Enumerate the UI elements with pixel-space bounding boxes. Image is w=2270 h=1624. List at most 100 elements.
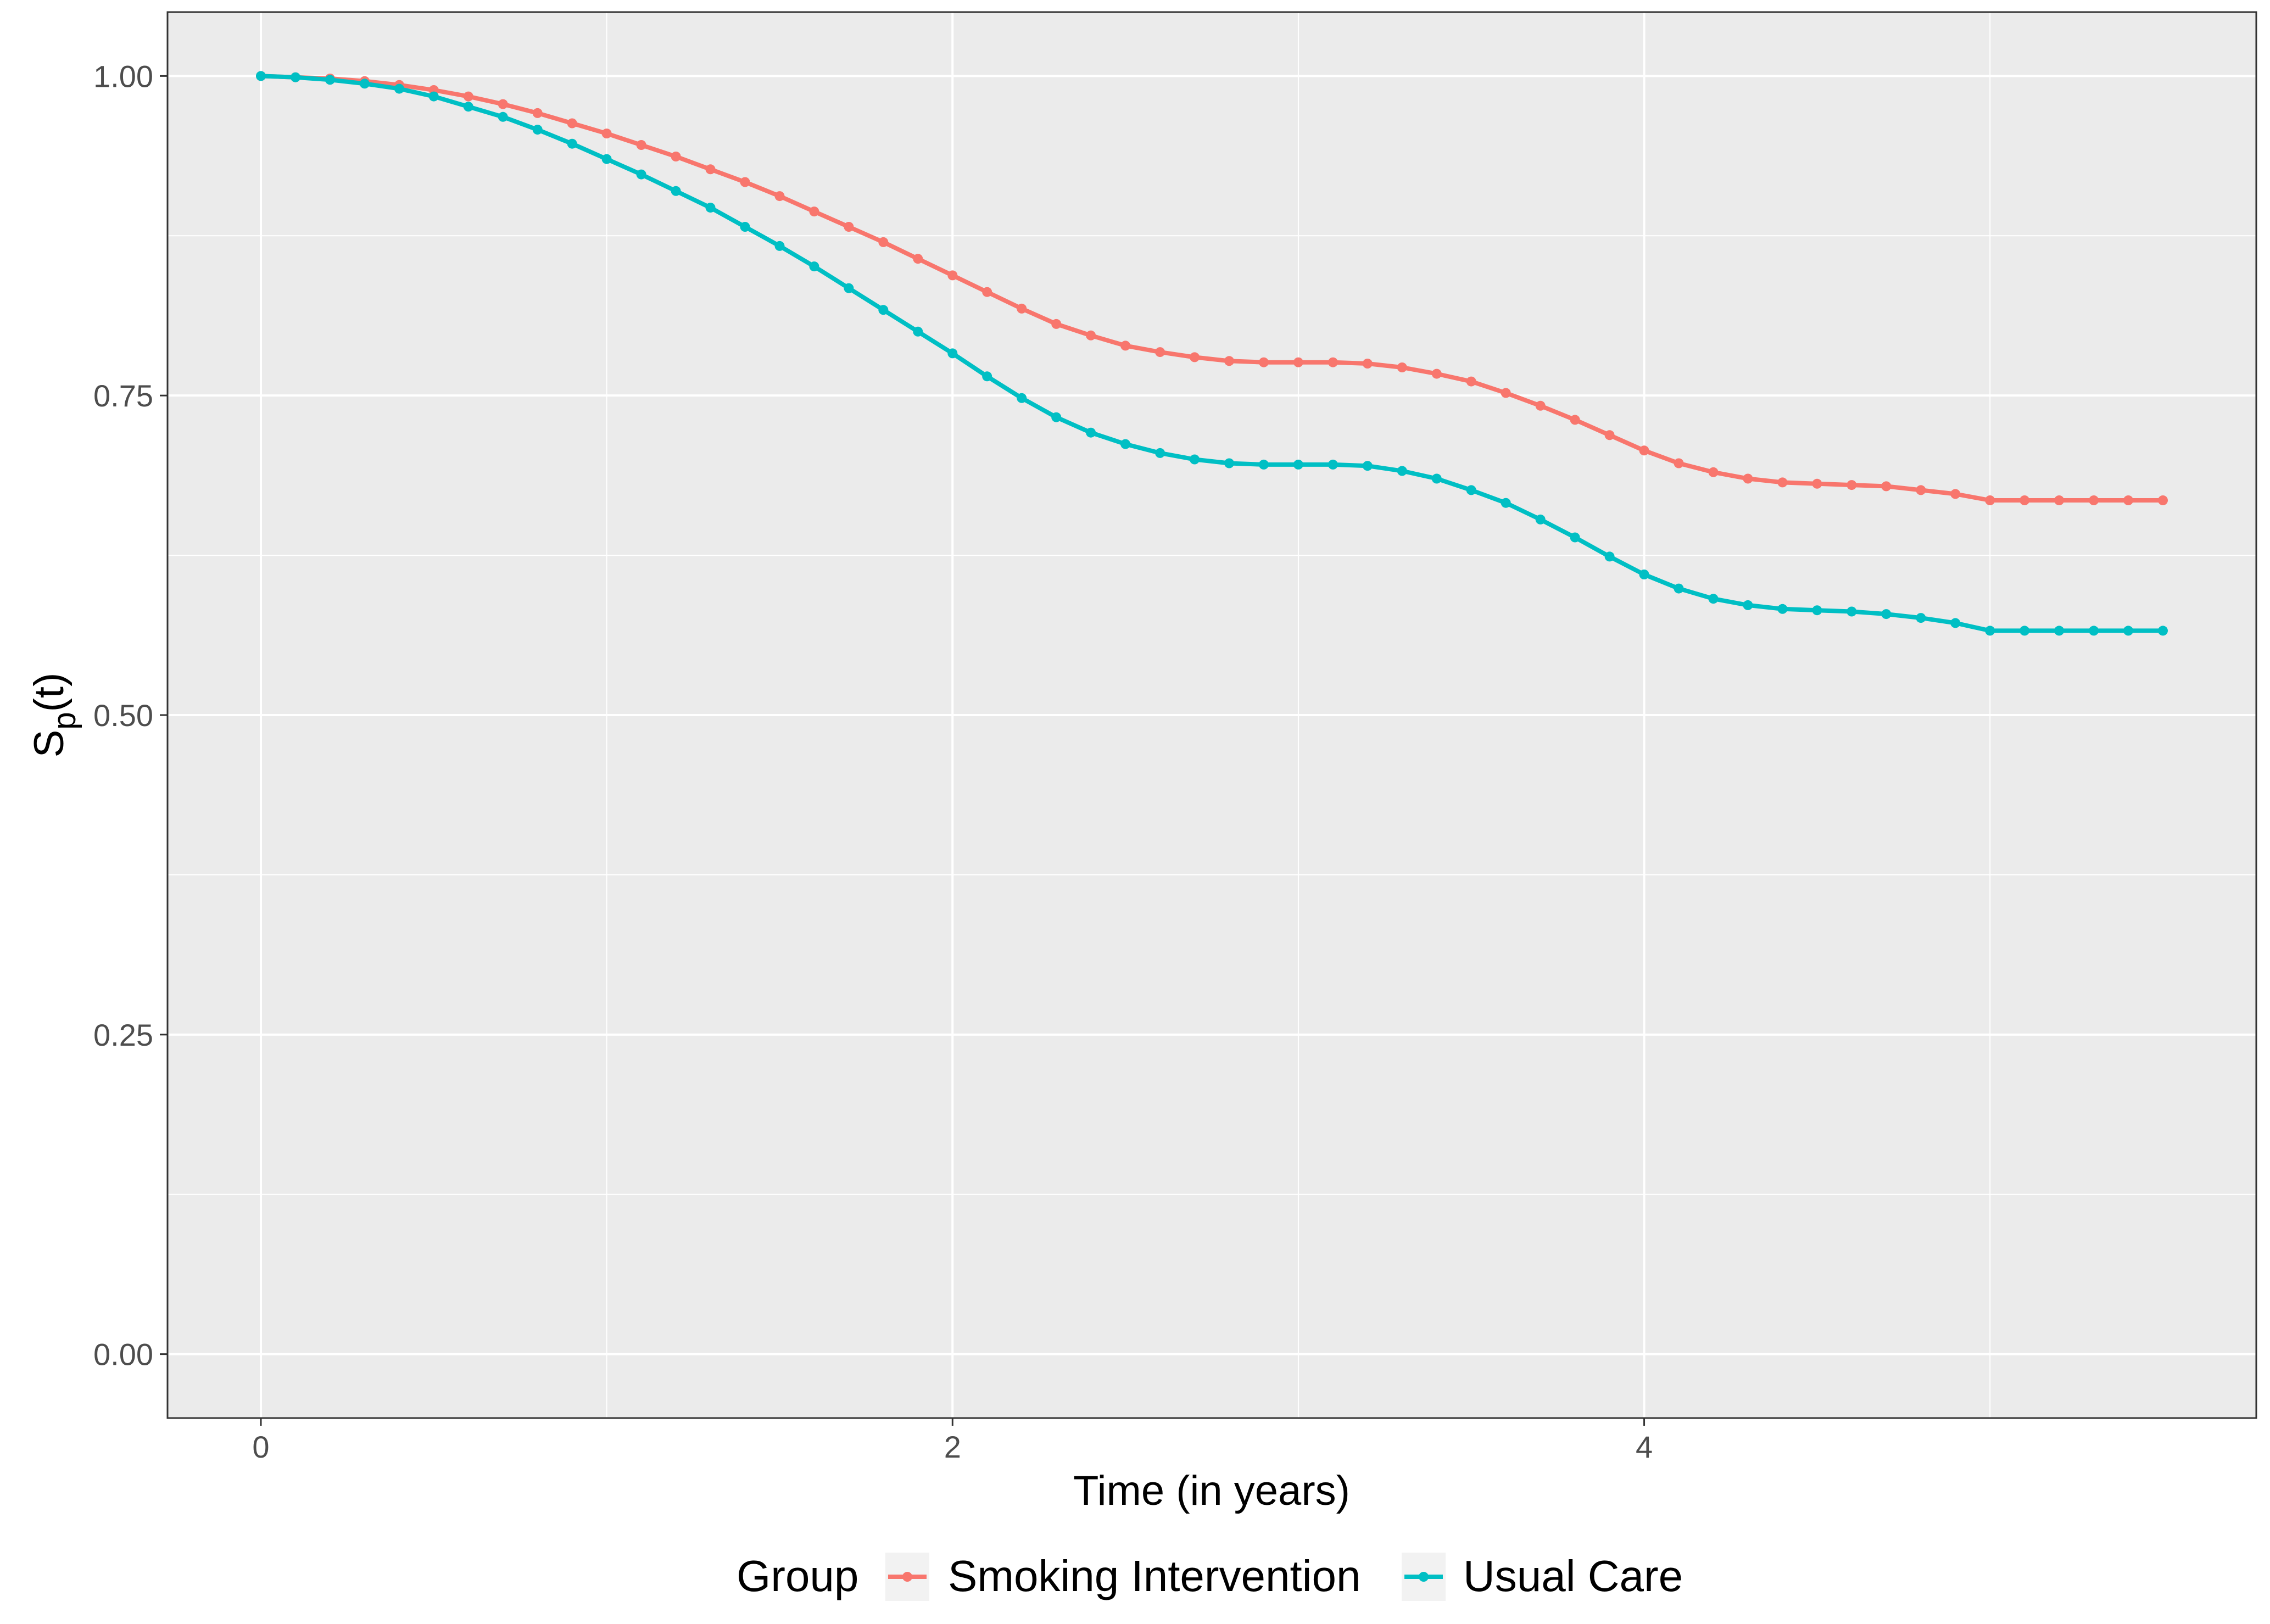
data-point-usual-care xyxy=(671,186,681,196)
data-point-smoking-intervention xyxy=(1397,362,1407,372)
data-point-smoking-intervention xyxy=(740,177,750,187)
data-point-usual-care xyxy=(1570,532,1580,543)
y-axis-title-subscript: p xyxy=(47,712,82,729)
y-tick-label: 0.50 xyxy=(93,698,153,733)
data-point-usual-care xyxy=(1190,454,1200,465)
data-point-smoking-intervention xyxy=(774,191,785,202)
data-point-usual-care xyxy=(1362,461,1373,471)
y-axis-title: Sp(t) xyxy=(26,673,82,758)
data-point-smoking-intervention xyxy=(1086,330,1096,341)
y-axis-title-main: S xyxy=(26,730,72,758)
x-axis-title: Time (in years) xyxy=(1073,1467,1350,1514)
data-point-usual-care xyxy=(1950,618,1961,628)
data-point-usual-care xyxy=(1397,466,1407,476)
data-point-smoking-intervention xyxy=(1258,357,1269,367)
data-point-smoking-intervention xyxy=(1985,495,1995,505)
axis-layer: 0.00 0.25 0.50 0.75 1.00 0 2 4 xyxy=(93,59,1653,1464)
data-point-smoking-intervention xyxy=(1812,478,1822,489)
data-point-smoking-intervention xyxy=(532,108,543,118)
data-point-usual-care xyxy=(498,111,508,122)
data-point-usual-care xyxy=(567,138,577,149)
data-point-usual-care xyxy=(947,348,958,359)
data-point-smoking-intervention xyxy=(1017,303,1027,314)
data-point-smoking-intervention xyxy=(1501,388,1511,398)
data-point-usual-care xyxy=(325,75,335,85)
data-point-smoking-intervention xyxy=(1916,485,1926,495)
data-point-smoking-intervention xyxy=(878,237,889,247)
data-point-usual-care xyxy=(359,79,370,89)
data-point-smoking-intervention xyxy=(1293,357,1303,367)
data-point-usual-care xyxy=(1258,459,1269,470)
data-point-usual-care xyxy=(809,261,819,272)
data-point-usual-care xyxy=(291,72,300,82)
data-point-smoking-intervention xyxy=(1155,347,1165,358)
data-point-smoking-intervention xyxy=(2020,495,2030,505)
data-point-usual-care xyxy=(1293,459,1303,470)
legend-key-usual-care xyxy=(1402,1553,1446,1601)
data-point-usual-care xyxy=(1604,551,1615,562)
series-line-smoking-intervention xyxy=(259,74,2165,503)
data-point-smoking-intervention xyxy=(1466,376,1476,387)
data-point-smoking-intervention xyxy=(2158,495,2168,505)
data-point-usual-care xyxy=(428,91,439,102)
data-point-smoking-intervention xyxy=(2089,495,2099,505)
data-point-usual-care xyxy=(913,326,923,337)
data-point-smoking-intervention xyxy=(636,140,646,150)
data-point-smoking-intervention xyxy=(2054,495,2065,505)
svg-text:Sp(t): Sp(t) xyxy=(26,673,82,758)
data-point-smoking-intervention xyxy=(1881,481,1892,492)
data-point-usual-care xyxy=(1051,412,1062,422)
data-point-smoking-intervention xyxy=(1431,369,1442,379)
data-point-smoking-intervention xyxy=(498,99,508,109)
data-point-usual-care xyxy=(1674,583,1684,594)
data-point-usual-care xyxy=(982,371,992,382)
data-point-smoking-intervention xyxy=(1777,477,1788,488)
data-point-smoking-intervention xyxy=(844,222,854,232)
legend-key-smoking-intervention xyxy=(885,1553,929,1601)
data-point-usual-care xyxy=(1328,459,1338,470)
data-point-smoking-intervention xyxy=(2123,495,2133,505)
data-point-usual-care xyxy=(1777,604,1788,614)
data-point-usual-care xyxy=(2158,626,2168,636)
data-point-usual-care xyxy=(1916,613,1926,623)
data-point-smoking-intervention xyxy=(1224,356,1234,366)
data-point-smoking-intervention xyxy=(1847,480,1857,490)
data-point-smoking-intervention xyxy=(1743,473,1753,484)
data-point-usual-care xyxy=(1743,600,1753,610)
data-point-smoking-intervention xyxy=(1120,341,1131,351)
data-point-smoking-intervention xyxy=(947,270,958,281)
data-point-usual-care xyxy=(705,203,716,213)
data-point-smoking-intervention xyxy=(913,254,923,264)
y-tick-label: 0.25 xyxy=(93,1018,153,1052)
data-point-usual-care xyxy=(601,154,612,164)
data-point-usual-care xyxy=(463,102,473,112)
data-point-usual-care xyxy=(1086,427,1096,438)
data-point-usual-care xyxy=(878,305,889,315)
data-point-usual-care xyxy=(774,241,785,251)
data-point-smoking-intervention xyxy=(1950,489,1961,499)
data-point-smoking-intervention xyxy=(1051,319,1062,329)
data-point-usual-care xyxy=(2089,626,2099,636)
y-tick-label: 1.00 xyxy=(93,59,153,93)
data-point-smoking-intervention xyxy=(1570,415,1580,425)
x-tick-label: 2 xyxy=(944,1430,961,1464)
data-point-smoking-intervention xyxy=(1535,400,1546,411)
y-tick-label: 0.00 xyxy=(93,1337,153,1372)
data-point-smoking-intervention xyxy=(1674,458,1684,468)
x-tick-label: 4 xyxy=(1636,1430,1653,1464)
data-point-usual-care xyxy=(1881,609,1892,620)
data-point-smoking-intervention xyxy=(1328,357,1338,367)
legend-title: Group xyxy=(737,1552,858,1600)
data-point-usual-care xyxy=(844,283,854,293)
y-axis-title-suffix: (t) xyxy=(26,673,72,712)
data-point-usual-care xyxy=(1535,514,1546,524)
grid-layer xyxy=(168,12,2256,1418)
data-point-smoking-intervention xyxy=(601,129,612,139)
data-point-smoking-intervention xyxy=(1362,359,1373,369)
data-point-usual-care xyxy=(1431,473,1442,484)
y-tick-label: 0.75 xyxy=(93,378,153,413)
data-point-usual-care xyxy=(1639,570,1649,579)
data-point-smoking-intervention xyxy=(982,287,992,297)
